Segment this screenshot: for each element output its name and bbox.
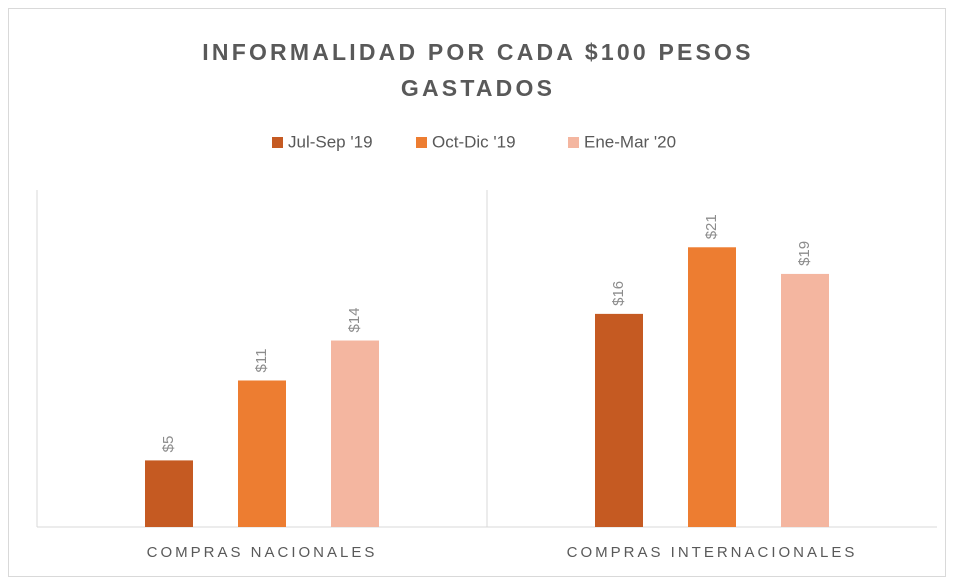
x-tick-label: COMPRAS INTERNACIONALES — [567, 544, 858, 561]
x-tick-label: COMPRAS NACIONALES — [147, 544, 378, 561]
bar — [238, 380, 286, 527]
legend-label: Oct-Dic '19 — [432, 132, 516, 151]
bar — [595, 313, 643, 527]
chart-frame — [8, 8, 946, 577]
data-label: $11 — [253, 349, 270, 373]
data-label: $5 — [160, 436, 177, 453]
bar — [145, 460, 193, 527]
bar — [688, 247, 736, 527]
data-label: $14 — [346, 307, 363, 332]
legend-swatch — [568, 137, 579, 148]
legend-label: Ene-Mar '20 — [584, 132, 676, 151]
data-label: $16 — [610, 281, 627, 306]
data-label: $21 — [703, 214, 720, 239]
chart-title: INFORMALIDAD POR CADA $100 PESOS GASTADO… — [202, 39, 754, 101]
legend-label: Jul-Sep '19 — [288, 132, 373, 151]
legend-swatch — [272, 137, 283, 148]
bar — [781, 273, 829, 527]
legend-swatch — [416, 137, 427, 148]
data-label: $19 — [796, 241, 813, 266]
bar — [331, 340, 379, 527]
